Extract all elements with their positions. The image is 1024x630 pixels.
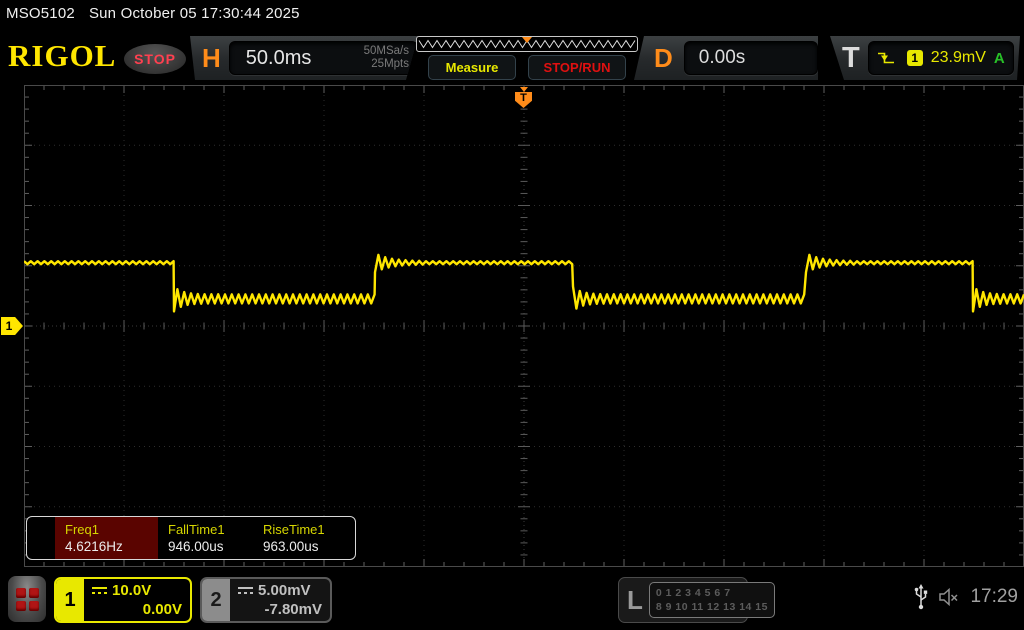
trigger-position-marker[interactable]: T xyxy=(514,87,533,108)
overview-position-marker[interactable] xyxy=(522,37,532,43)
channel-2-values: 5.00mV -7.80mV xyxy=(230,579,330,621)
trigger-label: T xyxy=(842,41,860,74)
grid-menu-icon xyxy=(15,587,39,611)
measurement-item-risetime1[interactable]: RiseTime1 963.00us xyxy=(253,517,349,559)
measurement-label: FallTime1 xyxy=(168,522,225,537)
ch1-trace xyxy=(23,253,1024,313)
measurement-panel: Freq1 4.6216Hz FallTime1 946.00us RiseTi… xyxy=(26,516,356,560)
delay-value: 0.00s xyxy=(698,47,746,68)
horizontal-menu-button[interactable]: H 50.0ms 50MSa/s 25Mpts xyxy=(190,36,418,80)
channel-1-scale: 10.0V xyxy=(112,582,152,599)
channel1-ground-marker[interactable]: 1 xyxy=(1,317,23,335)
channel-2-button[interactable]: 2 5.00mV -7.80mV xyxy=(200,577,332,623)
channel-1-offset: 0.00V xyxy=(142,601,182,618)
measurement-label: Freq1 xyxy=(65,522,99,537)
clock: 17:29 xyxy=(970,586,1018,607)
speaker-muted-icon[interactable] xyxy=(938,587,960,607)
sample-rate: 50MSa/s xyxy=(363,44,409,57)
model-name: MSO5102 xyxy=(6,5,75,22)
measurement-value: 946.00us xyxy=(168,539,224,554)
usb-icon[interactable] xyxy=(914,584,928,610)
channel-2-number: 2 xyxy=(202,579,230,621)
measurement-value: 963.00us xyxy=(263,539,319,554)
waveform-plot xyxy=(23,84,1024,568)
trigger-position-arrow-icon xyxy=(519,87,528,92)
timebase-value: 50.0ms xyxy=(245,46,312,69)
waveform-overview-strip[interactable] xyxy=(416,36,638,52)
trigger-inset: 1 23.9mV A xyxy=(868,41,1014,75)
digital-channels-row1: 0 1 2 3 4 5 6 7 xyxy=(655,587,731,599)
dc-coupling-icon xyxy=(238,587,253,594)
measurement-item-freq1[interactable]: Freq1 4.6216Hz xyxy=(55,517,158,559)
run-state-badge: STOP xyxy=(124,44,186,74)
delay-menu-button[interactable]: D 0.00s xyxy=(634,36,818,80)
digital-channel-list: 0 1 2 3 4 5 6 7 8 9 10 11 12 13 14 15 xyxy=(648,582,775,618)
delay-label: D xyxy=(654,42,673,73)
channel-1-values: 10.0V 0.00V xyxy=(84,579,190,621)
channel-1-number: 1 xyxy=(56,579,84,621)
memory-depth: 25Mpts xyxy=(371,58,409,70)
measurement-value: 4.6216Hz xyxy=(65,539,123,554)
delay-inset: 0.00s xyxy=(683,41,818,75)
acquisition-rates: 50MSa/s 25Mpts xyxy=(364,45,409,71)
logic-analyzer-label: L xyxy=(627,584,643,615)
measurement-label: RiseTime1 xyxy=(263,522,325,537)
windows-menu-button[interactable] xyxy=(8,576,46,622)
trigger-level-value: 23.9mV xyxy=(930,49,986,66)
horizontal-inset: 50.0ms 50MSa/s 25Mpts xyxy=(229,41,418,75)
rigol-logo: RIGOL xyxy=(8,38,117,73)
status-tray: 17:29 xyxy=(914,584,1018,610)
trigger-position-flag: T xyxy=(515,92,532,108)
measure-button[interactable]: Measure xyxy=(428,55,516,80)
channel-2-scale: 5.00mV xyxy=(258,582,311,599)
trigger-source-badge: 1 xyxy=(907,50,923,66)
horizontal-label: H xyxy=(202,42,221,73)
channel-1-button[interactable]: 1 10.0V 0.00V xyxy=(54,577,192,623)
measurement-item-falltime1[interactable]: FallTime1 946.00us xyxy=(158,517,253,559)
trigger-menu-button[interactable]: T 1 23.9mV A xyxy=(830,36,1020,80)
dc-coupling-icon xyxy=(92,587,107,594)
logic-analyzer-button[interactable]: L 0 1 2 3 4 5 6 7 8 9 10 11 12 13 14 15 xyxy=(618,577,775,623)
digital-channels-row2: 8 9 10 11 12 13 14 15 xyxy=(655,601,768,613)
falling-edge-icon xyxy=(877,50,895,66)
stop-run-button[interactable]: STOP/RUN xyxy=(528,55,626,80)
channel-2-offset: -7.80mV xyxy=(264,601,322,618)
datetime: Sun October 05 17:30:44 2025 xyxy=(88,5,300,22)
trigger-sweep-mode: A xyxy=(993,49,1005,67)
waveform-display-area[interactable] xyxy=(23,84,1024,568)
title-bar: MSO5102 Sun October 05 17:30:44 2025 xyxy=(6,5,314,22)
